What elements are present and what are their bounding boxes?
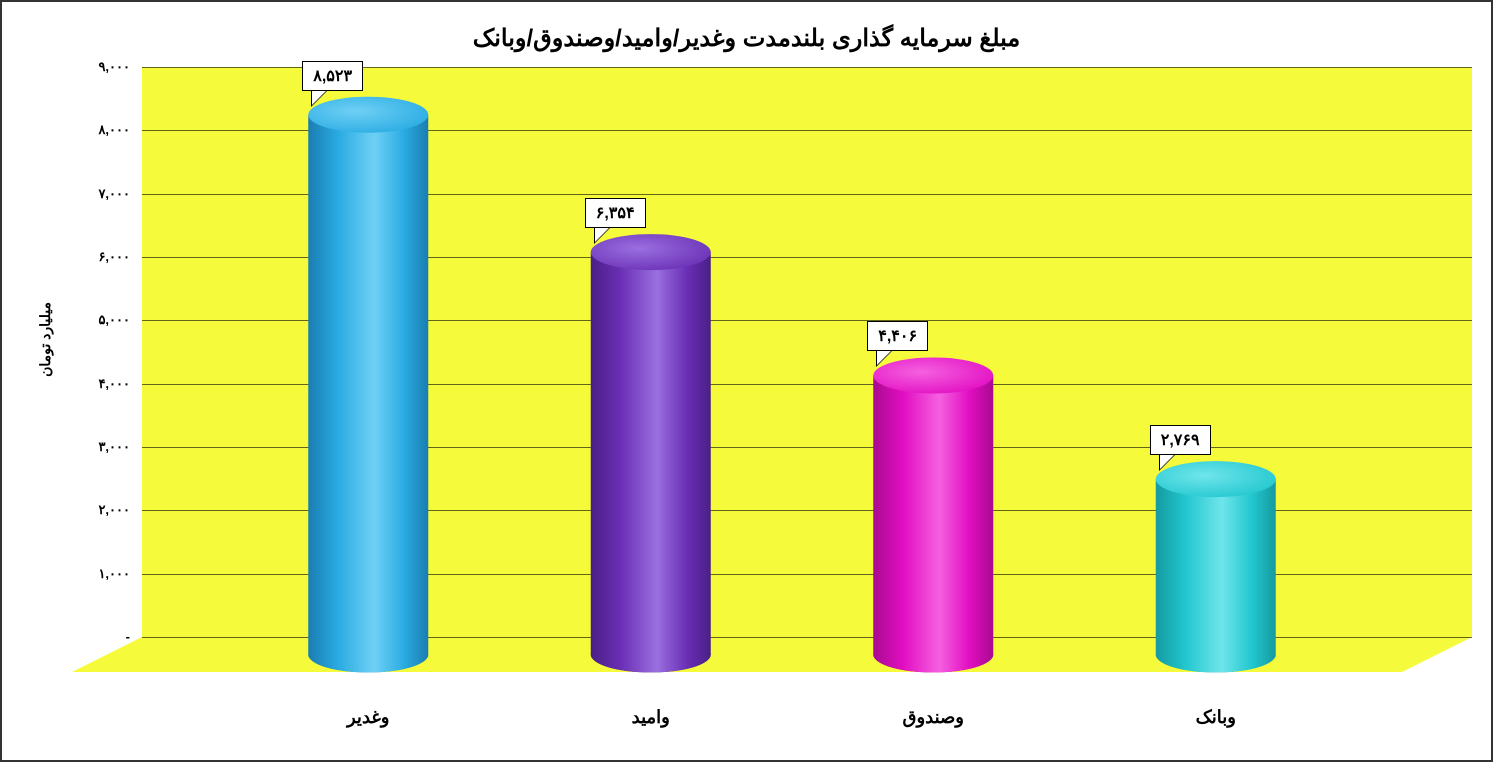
- x-category-label: وبانک: [1136, 707, 1296, 728]
- chart-title: مبلغ سرمایه گذاری بلندمدت وغدیر/وامید/وص…: [2, 24, 1491, 53]
- x-category-label: وامید: [571, 707, 731, 728]
- x-category-label: وغدیر: [288, 707, 448, 728]
- data-label-tail: [877, 351, 891, 365]
- bar-cylinder: [2, 2, 1493, 764]
- yaxis-title: میلیارد تومان: [37, 302, 53, 377]
- chart-container: -۱,۰۰۰۲,۰۰۰۳,۰۰۰۴,۰۰۰۵,۰۰۰۶,۰۰۰۷,۰۰۰۸,۰۰…: [0, 0, 1493, 762]
- data-label-tail: [595, 228, 609, 242]
- x-category-label: وصندوق: [853, 707, 1013, 728]
- data-label: ۸,۵۲۳: [302, 61, 363, 91]
- data-label: ۲,۷۶۹: [1150, 425, 1211, 455]
- data-label: ۴,۴۰۶: [867, 321, 928, 351]
- data-label-tail: [312, 91, 326, 105]
- data-label-tail: [1160, 455, 1174, 469]
- data-label: ۶,۳۵۴: [585, 198, 646, 228]
